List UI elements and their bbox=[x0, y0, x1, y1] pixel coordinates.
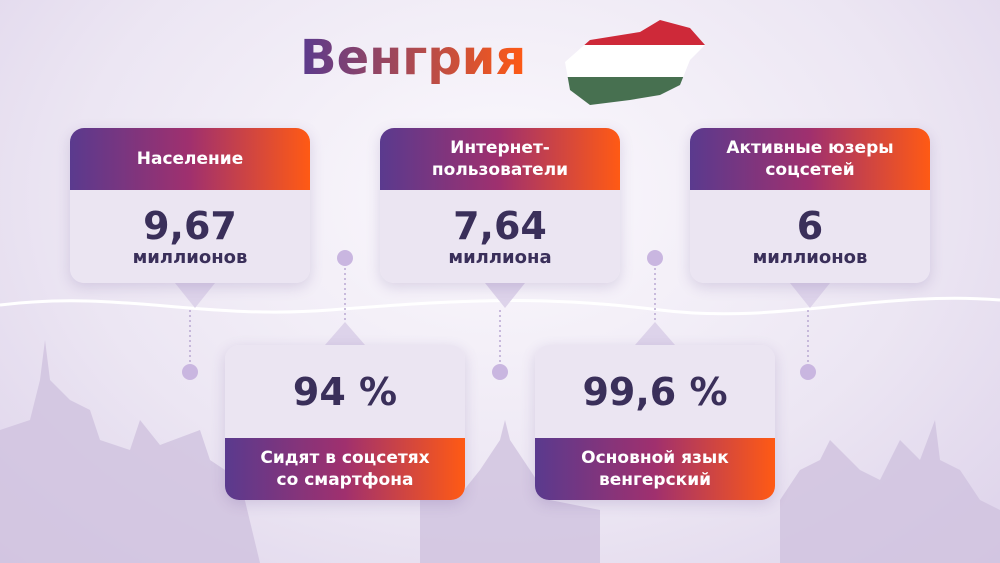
card-body: 9,67 миллионов bbox=[70, 190, 310, 283]
label-line: пользователи bbox=[431, 160, 569, 180]
stat-unit: миллионов bbox=[132, 247, 248, 268]
title: Венгрия bbox=[300, 30, 527, 86]
card-header: Интернет-пользователи bbox=[380, 128, 620, 190]
card-body: 94 % bbox=[225, 345, 465, 438]
stat-card: 94 % Сидят в соцсетях со смартфона bbox=[225, 345, 465, 500]
stat-value: 99,6 % bbox=[582, 369, 728, 414]
label-line: Активные юзеры bbox=[726, 138, 894, 158]
stat-value: 94 % bbox=[292, 369, 398, 414]
label-line: со смартфона bbox=[276, 470, 414, 490]
stat-value: 6 bbox=[796, 204, 824, 248]
label-line: венгерский bbox=[598, 470, 712, 490]
card-header: Основной язык венгерский bbox=[535, 438, 775, 500]
stat-card: Население 9,67 миллионов bbox=[70, 128, 310, 283]
card-header: Население bbox=[70, 128, 310, 190]
card-body: 6 миллионов bbox=[690, 190, 930, 283]
card-body: 99,6 % bbox=[535, 345, 775, 438]
stat-value: 7,64 bbox=[453, 204, 547, 248]
card-header: Активные юзеры соцсетей bbox=[690, 128, 930, 190]
stat-card: Активные юзеры соцсетей 6 миллионов bbox=[690, 128, 930, 283]
label-line: Сидят в соцсетях bbox=[260, 448, 430, 468]
stat-card: 99,6 % Основной язык венгерский bbox=[535, 345, 775, 500]
card-body: 7,64 миллиона bbox=[380, 190, 620, 283]
stat-value: 9,67 bbox=[143, 204, 237, 248]
label-line: соцсетей bbox=[765, 160, 855, 180]
stat-unit: миллиона bbox=[448, 247, 552, 268]
label-line: Основной язык bbox=[581, 448, 729, 468]
stat-card: Интернет-пользователи 7,64 миллиона bbox=[380, 128, 620, 283]
stat-unit: миллионов bbox=[752, 247, 868, 268]
label-line: Население bbox=[136, 149, 244, 169]
label-line: Интернет- bbox=[450, 138, 550, 158]
card-header: Сидят в соцсетях со смартфона bbox=[225, 438, 465, 500]
